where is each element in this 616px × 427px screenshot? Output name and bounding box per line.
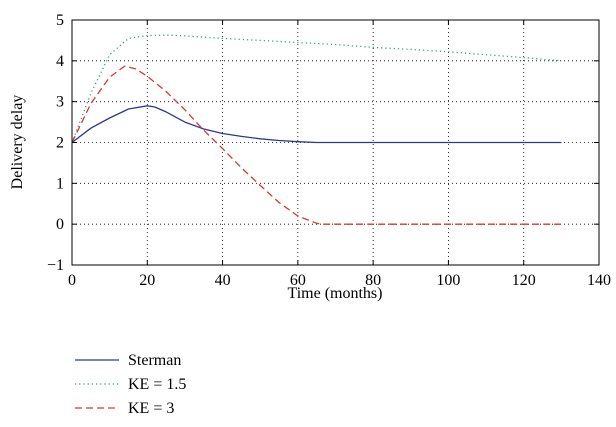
x-tick-label: 40: [215, 272, 231, 289]
legend: Sterman KE = 1.5 KE = 3: [75, 352, 186, 417]
legend-label: Sterman: [128, 352, 181, 369]
x-tick-label: 60: [290, 272, 306, 289]
x-tick-label: 100: [436, 272, 460, 289]
x-tick-label: 0: [68, 272, 76, 289]
series-line-sterman: [71, 105, 562, 144]
y-tick-label: 2: [56, 135, 64, 152]
y-tick-label: 0: [56, 216, 64, 233]
x-axis-label: Time (months): [288, 285, 383, 302]
y-tick-label: −1: [47, 257, 64, 274]
series-line-ke-3: [71, 65, 562, 225]
y-tick-label: 3: [56, 94, 64, 111]
legend-label: KE = 1.5: [128, 376, 186, 393]
x-tick-label: 120: [512, 272, 536, 289]
y-axis-label: Delivery delay: [9, 95, 26, 190]
x-tick-label: 140: [587, 272, 611, 289]
series-line-ke-1-5: [71, 34, 562, 143]
x-tick-label: 80: [365, 272, 381, 289]
series-lines: [71, 34, 562, 225]
x-tick-label: 20: [139, 272, 155, 289]
y-tick-label: 1: [56, 175, 64, 192]
legend-label: KE = 3: [128, 400, 174, 417]
y-tick-label: 4: [56, 53, 64, 70]
y-tick-label: 5: [56, 12, 64, 29]
